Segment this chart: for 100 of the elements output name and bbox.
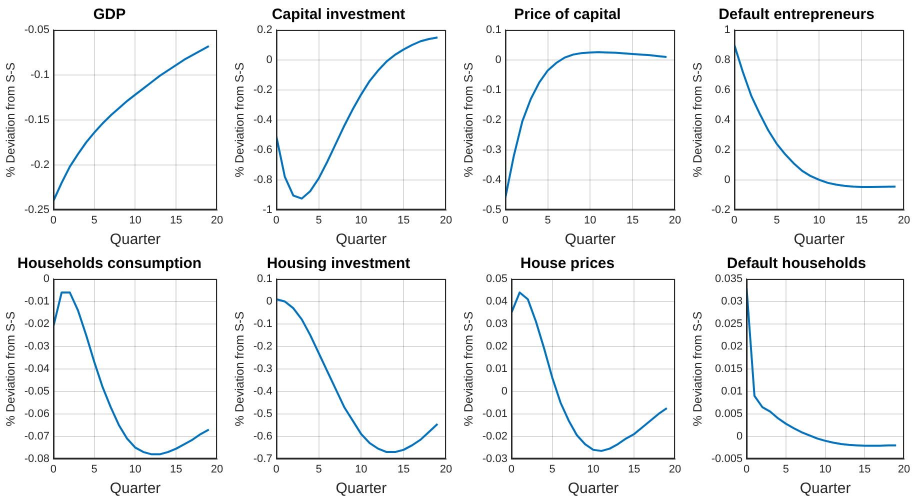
x-axis-title: Quarter xyxy=(794,231,845,248)
chart-title: Default households xyxy=(726,255,866,272)
y-tick-label: 0.1 xyxy=(257,273,272,286)
y-tick-label: 0.03 xyxy=(721,296,743,308)
x-tick-label: 20 xyxy=(210,214,224,226)
y-axis-title: % Deviation from S-S xyxy=(462,62,476,178)
y-tick-label: -0.1 xyxy=(30,68,50,81)
x-tick-label: 10 xyxy=(355,463,368,476)
x-axis-title: Quarter xyxy=(564,231,616,248)
x-tick-label: 20 xyxy=(440,214,452,226)
chart-title: Capital investment xyxy=(272,6,406,24)
x-tick-label: 10 xyxy=(584,214,596,226)
x-axis-title: Quarter xyxy=(568,480,619,498)
y-tick-label: -0.2 xyxy=(711,204,730,216)
x-tick-label: 15 xyxy=(397,463,410,476)
x-tick-label: 15 xyxy=(397,214,410,226)
y-tick-label: -0.7 xyxy=(253,452,272,465)
x-tick-label: 15 xyxy=(628,463,640,476)
y-tick-label: -0.4 xyxy=(253,385,272,398)
x-axis-title: Quarter xyxy=(800,480,851,498)
y-tick-label: 0.025 xyxy=(715,318,743,330)
y-tick-label: 0.005 xyxy=(715,408,743,420)
x-tick-label: 10 xyxy=(587,463,600,476)
y-tick-label: 0.02 xyxy=(721,340,743,352)
chart-title: GDP xyxy=(93,6,126,24)
y-tick-label: -0.4 xyxy=(253,114,272,126)
x-tick-label: 10 xyxy=(129,214,142,226)
y-tick-label: -0.3 xyxy=(253,362,272,375)
y-tick-label: -0.25 xyxy=(24,204,50,216)
x-tick-label: 5 xyxy=(774,214,780,226)
y-tick-label: 0.01 xyxy=(721,385,743,398)
x-tick-label: 15 xyxy=(626,214,639,226)
y-tick-label: 0 xyxy=(266,54,272,66)
y-tick-label: -0.005 xyxy=(711,452,743,465)
x-tick-label: 15 xyxy=(170,214,182,226)
y-tick-label: -0.01 xyxy=(482,408,508,420)
x-tick-label: 5 xyxy=(549,463,556,476)
y-tick-label: 0.1 xyxy=(486,24,502,36)
y-tick-label: 0.2 xyxy=(257,24,272,36)
y-tick-label: -0.01 xyxy=(24,296,50,308)
y-tick-label: 0.6 xyxy=(715,84,730,96)
x-tick-label: 10 xyxy=(819,463,832,476)
y-tick-label: -0.02 xyxy=(482,430,508,442)
x-tick-label: 20 xyxy=(898,214,910,226)
y-tick-label: -0.1 xyxy=(482,84,502,96)
x-tick-label: 20 xyxy=(668,463,682,476)
y-tick-label: -0.05 xyxy=(24,385,50,398)
y-tick-label: 0 xyxy=(43,273,50,286)
chart-title: Housing investment xyxy=(266,255,410,272)
chart-title: Default entrepreneurs xyxy=(718,6,874,24)
y-tick-label: 0.015 xyxy=(715,362,743,375)
y-tick-label: 0.05 xyxy=(486,273,508,286)
y-tick-label: 0 xyxy=(724,174,730,186)
y-axis-title: % Deviation from S-S xyxy=(4,312,18,426)
y-tick-label: -0.6 xyxy=(253,144,272,156)
x-tick-label: 10 xyxy=(129,463,142,476)
y-tick-label: 1 xyxy=(724,24,730,36)
y-tick-label: 0 xyxy=(501,385,508,398)
x-tick-label: 10 xyxy=(813,214,826,226)
x-tick-label: 5 xyxy=(91,214,98,226)
x-axis-title: Quarter xyxy=(336,480,387,498)
y-tick-label: 0 xyxy=(495,54,502,66)
x-axis-title: Quarter xyxy=(110,231,161,248)
y-tick-label: -0.05 xyxy=(24,24,50,36)
y-tick-label: -1 xyxy=(262,204,272,216)
y-tick-label: 0.03 xyxy=(486,318,508,330)
x-tick-label: 20 xyxy=(440,463,452,476)
y-tick-label: -0.02 xyxy=(24,318,50,330)
y-tick-label: 0.035 xyxy=(715,273,743,286)
y-tick-label: -0.1 xyxy=(253,318,272,330)
y-tick-label: -0.8 xyxy=(253,174,272,186)
y-tick-label: 0.01 xyxy=(486,362,508,375)
y-tick-label: 0 xyxy=(266,296,272,308)
y-axis-title: % Deviation from S-S xyxy=(690,62,705,178)
x-tick-label: 15 xyxy=(858,463,871,476)
x-tick-label: 5 xyxy=(91,463,98,476)
y-tick-label: -0.04 xyxy=(24,362,50,375)
y-tick-label: -0.03 xyxy=(24,340,50,352)
y-tick-label: -0.2 xyxy=(482,114,502,126)
y-axis-title: % Deviation from S-S xyxy=(690,312,705,426)
x-tick-label: 20 xyxy=(898,463,910,476)
y-axis-title: % Deviation from S-S xyxy=(232,62,247,178)
y-tick-label: 0.2 xyxy=(715,144,730,156)
y-tick-label: -0.2 xyxy=(253,84,272,96)
x-tick-label: 20 xyxy=(210,463,224,476)
y-tick-label: -0.5 xyxy=(253,408,272,420)
y-tick-label: -0.06 xyxy=(24,408,50,420)
chart-title: House prices xyxy=(520,255,615,272)
x-tick-label: 15 xyxy=(855,214,868,226)
y-tick-label: -0.4 xyxy=(482,174,502,186)
y-tick-label: -0.07 xyxy=(24,430,50,442)
y-tick-label: -0.6 xyxy=(253,430,272,442)
chart-title: Price of capital xyxy=(514,6,621,24)
y-tick-label: -0.08 xyxy=(24,452,50,465)
y-tick-label: -0.2 xyxy=(30,158,50,171)
x-tick-label: 5 xyxy=(544,214,551,226)
y-tick-label: 0 xyxy=(736,430,743,442)
y-tick-label: 0.04 xyxy=(486,296,508,308)
chart-title: Households consumption xyxy=(17,255,202,272)
y-tick-label: 0.4 xyxy=(715,114,730,126)
